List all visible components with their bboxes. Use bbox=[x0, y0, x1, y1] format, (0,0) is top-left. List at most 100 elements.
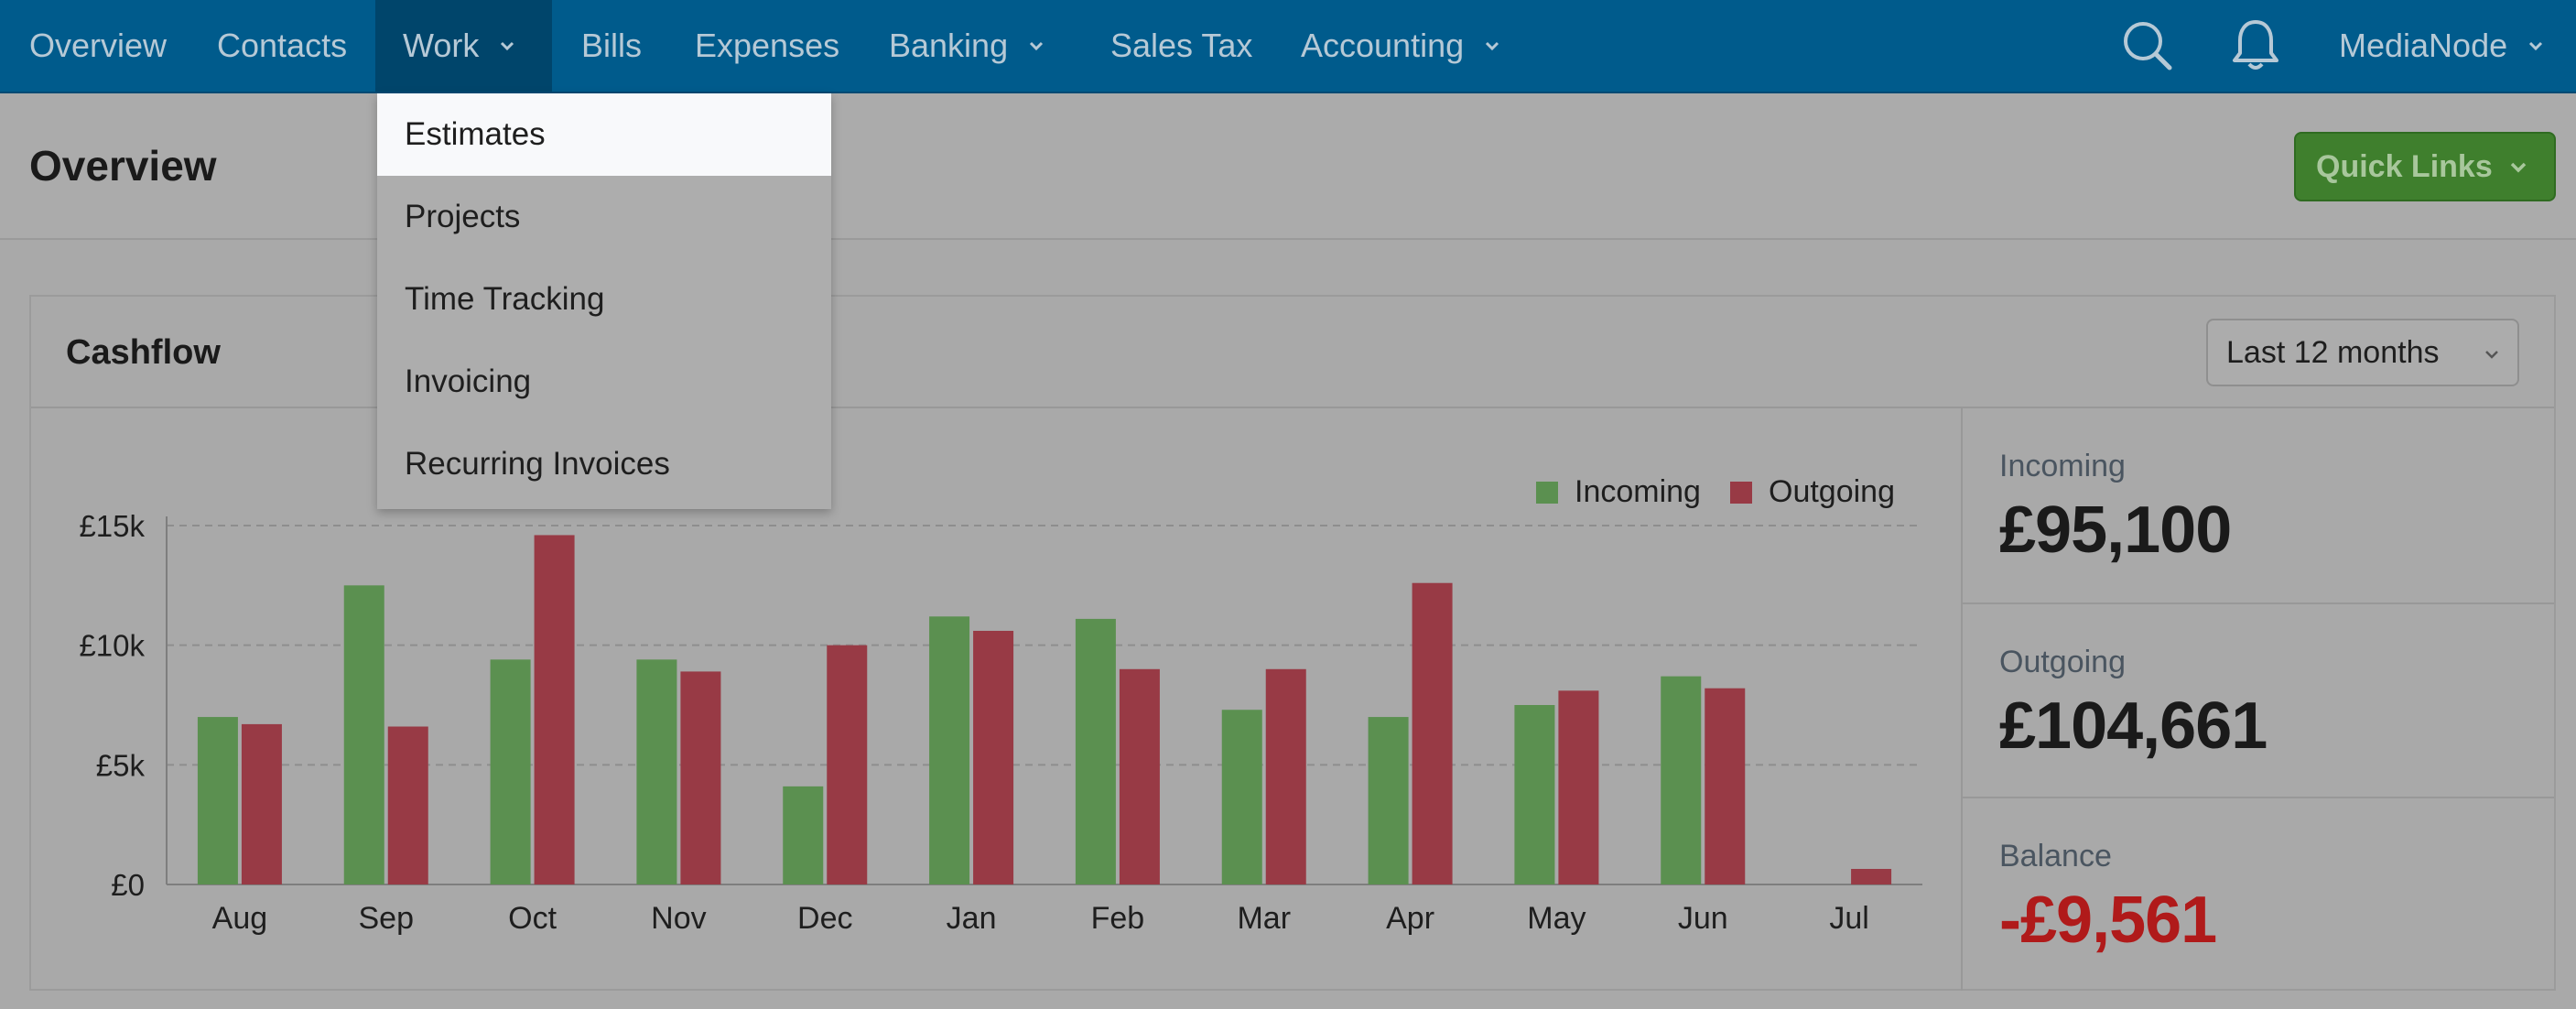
bar-outgoing-mar bbox=[1265, 668, 1306, 884]
y-tick-label: £5k bbox=[96, 748, 146, 782]
nav-sales-tax[interactable]: Sales Tax bbox=[1110, 0, 1252, 92]
menu-item-projects[interactable]: Projects bbox=[377, 176, 831, 258]
x-tick-label: Apr bbox=[1386, 901, 1434, 936]
cashflow-card-header: Cashflow Last 12 months bbox=[31, 297, 2554, 408]
account-menu[interactable]: MediaNode bbox=[2339, 0, 2544, 92]
stat-value: -£9,561 bbox=[1999, 884, 2217, 957]
x-tick-label: Nov bbox=[651, 901, 706, 936]
x-tick-label: Dec bbox=[797, 901, 852, 936]
x-tick-label: Feb bbox=[1091, 901, 1145, 936]
chevron-down-icon bbox=[1030, 41, 1044, 51]
nav-work[interactable]: Work bbox=[375, 0, 552, 92]
stat-balance: Balance -£9,561 bbox=[1963, 797, 2554, 991]
stat-label: Outgoing bbox=[1999, 645, 2126, 679]
cashflow-stats: Incoming £95,100 Outgoing £104,661 Balan… bbox=[1961, 408, 2554, 991]
nav-contacts[interactable]: Contacts bbox=[217, 0, 347, 92]
nav-accounting[interactable]: Accounting bbox=[1301, 0, 1500, 92]
period-select[interactable]: Last 12 months bbox=[2206, 319, 2519, 386]
x-tick-label: Aug bbox=[212, 901, 268, 936]
menu-item-label: Estimates bbox=[405, 116, 546, 152]
x-tick-label: Jan bbox=[947, 901, 997, 936]
chevron-down-icon bbox=[2485, 351, 2498, 359]
bar-outgoing-jan bbox=[973, 630, 1014, 884]
x-tick-label: Jun bbox=[1678, 901, 1728, 936]
search-icon bbox=[2124, 22, 2172, 71]
legend-label: Incoming bbox=[1575, 474, 1701, 509]
nav-label: Contacts bbox=[217, 27, 348, 64]
nav-label: Expenses bbox=[695, 27, 840, 64]
chart-plot: £0 £5k £10k £15k Aug Sep Oct Nov Dec Jan Feb Mar Apr… bbox=[79, 509, 1922, 936]
x-tick-label: Jul bbox=[1829, 901, 1868, 936]
top-nav: Overview Contacts Work Bills Expenses Ba… bbox=[0, 0, 2576, 93]
bar-incoming-dec bbox=[783, 786, 824, 884]
x-tick-label: Mar bbox=[1237, 901, 1291, 936]
cashflow-title: Cashflow bbox=[66, 333, 221, 372]
nav-banking[interactable]: Banking bbox=[889, 0, 1044, 92]
bar-incoming-jan bbox=[929, 616, 970, 884]
y-tick-label: £0 bbox=[111, 868, 145, 902]
nav-label: Overview bbox=[29, 27, 168, 64]
bar-outgoing-feb bbox=[1119, 668, 1160, 884]
notifications-button[interactable] bbox=[2230, 0, 2281, 92]
nav-label: Sales Tax bbox=[1110, 27, 1253, 64]
nav-label: Work bbox=[403, 27, 480, 64]
bar-incoming-jun bbox=[1661, 676, 1702, 884]
period-select-value: Last 12 months bbox=[2226, 334, 2440, 370]
menu-item-invoicing[interactable]: Invoicing bbox=[377, 341, 831, 423]
menu-item-label: Recurring Invoices bbox=[405, 446, 670, 482]
page-title: Overview bbox=[29, 142, 217, 190]
stat-outgoing: Outgoing £104,661 bbox=[1963, 602, 2554, 797]
bar-incoming-feb bbox=[1075, 618, 1116, 884]
nav-overview[interactable]: Overview bbox=[29, 0, 167, 92]
stat-incoming: Incoming £95,100 bbox=[1963, 408, 2554, 602]
bar-outgoing-dec bbox=[827, 645, 868, 884]
menu-item-label: Projects bbox=[405, 199, 521, 234]
bar-incoming-aug bbox=[197, 717, 238, 884]
account-label: MediaNode bbox=[2339, 27, 2508, 64]
y-tick-label: £15k bbox=[79, 509, 145, 543]
x-tick-label: Oct bbox=[508, 901, 557, 936]
bar-incoming-sep bbox=[343, 585, 384, 884]
nav-label: Bills bbox=[581, 27, 643, 64]
chevron-down-icon bbox=[2529, 41, 2543, 51]
bar-incoming-may bbox=[1514, 705, 1555, 884]
legend-swatch-outgoing bbox=[1730, 481, 1752, 504]
bar-outgoing-aug bbox=[241, 723, 282, 884]
chevron-down-icon bbox=[2510, 162, 2526, 173]
legend-outgoing: Outgoing bbox=[1730, 474, 1895, 510]
nav-bills[interactable]: Bills bbox=[581, 0, 642, 92]
bar-outgoing-apr bbox=[1412, 582, 1453, 884]
stat-label: Incoming bbox=[1999, 449, 2126, 483]
bar-outgoing-oct bbox=[534, 535, 575, 884]
menu-item-estimates[interactable]: Estimates bbox=[377, 93, 831, 176]
cashflow-chart: Incoming Outgoing £0 £5k £10k £15k Aug Sep Oct… bbox=[31, 408, 1961, 991]
x-tick-label: Sep bbox=[359, 901, 415, 936]
bar-outgoing-may bbox=[1558, 690, 1599, 884]
bar-incoming-nov bbox=[636, 659, 677, 884]
bar-outgoing-jun bbox=[1705, 688, 1746, 884]
legend-swatch-incoming bbox=[1536, 481, 1558, 504]
chevron-down-icon bbox=[1486, 41, 1499, 51]
bar-incoming-oct bbox=[490, 659, 531, 884]
bar-outgoing-nov bbox=[680, 671, 721, 884]
stat-label: Balance bbox=[1999, 839, 2112, 873]
bar-incoming-apr bbox=[1368, 717, 1409, 884]
search-button[interactable] bbox=[2122, 0, 2173, 92]
nav-label: Banking bbox=[889, 27, 1009, 64]
nav-label: Accounting bbox=[1301, 27, 1465, 64]
bar-outgoing-sep bbox=[387, 726, 428, 884]
stat-value: £104,661 bbox=[1999, 689, 2268, 763]
y-tick-label: £10k bbox=[79, 629, 145, 663]
x-tick-label: May bbox=[1527, 901, 1586, 936]
nav-expenses[interactable]: Expenses bbox=[695, 0, 839, 92]
legend-label: Outgoing bbox=[1769, 474, 1895, 509]
menu-item-label: Invoicing bbox=[405, 363, 532, 399]
bell-icon bbox=[2233, 20, 2278, 70]
legend-incoming: Incoming bbox=[1536, 474, 1701, 510]
menu-item-label: Time Tracking bbox=[405, 281, 605, 317]
menu-item-recurring-invoices[interactable]: Recurring Invoices bbox=[377, 423, 831, 505]
chevron-down-icon bbox=[501, 41, 514, 51]
bar-incoming-mar bbox=[1221, 710, 1262, 884]
quick-links-button[interactable]: Quick Links bbox=[2294, 132, 2556, 201]
menu-item-time-tracking[interactable]: Time Tracking bbox=[377, 258, 831, 341]
